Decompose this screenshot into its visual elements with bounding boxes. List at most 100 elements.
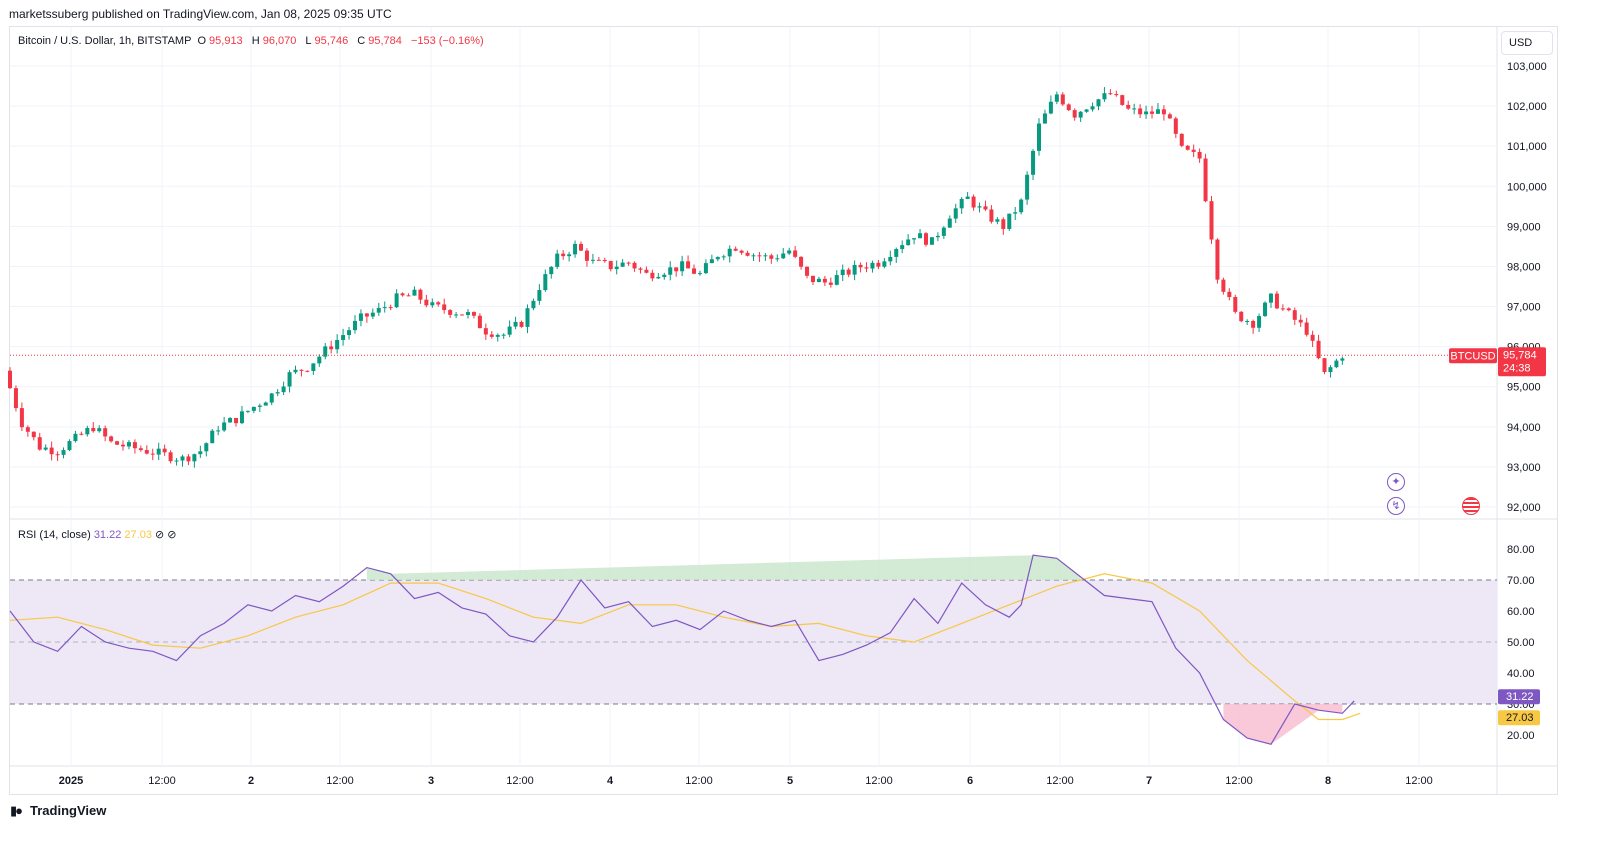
candle-body[interactable] (424, 299, 429, 306)
candle-body[interactable] (686, 261, 691, 269)
sparkle-icon[interactable]: ✦ (1387, 473, 1405, 491)
candle-body[interactable] (103, 428, 108, 437)
candle-body[interactable] (257, 405, 262, 407)
candle-body[interactable] (1286, 308, 1291, 311)
candle-body[interactable] (19, 408, 24, 428)
candle-body[interactable] (388, 307, 393, 309)
candle-body[interactable] (186, 456, 191, 462)
candle-body[interactable] (436, 302, 441, 305)
candle-body[interactable] (543, 274, 548, 291)
candle-body[interactable] (1251, 320, 1256, 328)
candle-body[interactable] (810, 275, 815, 283)
candle-body[interactable] (620, 262, 625, 267)
candle-body[interactable] (1138, 108, 1143, 115)
candle-body[interactable] (912, 238, 917, 240)
candle-body[interactable] (513, 321, 518, 327)
candle-body[interactable] (132, 442, 137, 449)
candle-body[interactable] (561, 253, 566, 257)
candle-body[interactable] (97, 428, 102, 432)
candle-body[interactable] (150, 453, 155, 455)
candle-body[interactable] (460, 314, 465, 316)
candle-body[interactable] (888, 256, 893, 262)
candle-body[interactable] (25, 427, 30, 432)
candle-body[interactable] (769, 255, 774, 259)
candle-body[interactable] (692, 268, 697, 274)
candle-body[interactable] (989, 209, 994, 222)
candle-body[interactable] (168, 452, 173, 462)
candle-body[interactable] (311, 363, 316, 372)
candle-body[interactable] (644, 269, 649, 273)
candle-body[interactable] (317, 356, 322, 364)
candle-body[interactable] (1096, 99, 1101, 107)
candle-body[interactable] (555, 253, 560, 267)
lightning-icon[interactable]: ↯ (1387, 497, 1405, 515)
eye-off-icon[interactable]: ⊘ (155, 529, 165, 541)
candle-body[interactable] (1292, 310, 1297, 320)
candle-body[interactable] (590, 259, 595, 261)
candle-body[interactable] (234, 418, 239, 424)
candle-body[interactable] (1037, 123, 1042, 151)
candle-body[interactable] (900, 245, 905, 250)
candle-body[interactable] (864, 267, 869, 269)
candle-body[interactable] (799, 256, 804, 267)
candle-body[interactable] (608, 261, 613, 270)
candle-body[interactable] (763, 255, 768, 257)
candle-body[interactable] (573, 243, 578, 255)
candle-body[interactable] (1090, 106, 1095, 110)
candle-body[interactable] (1173, 118, 1178, 134)
candle-body[interactable] (358, 313, 363, 321)
candle-body[interactable] (894, 249, 899, 257)
candle-body[interactable] (953, 208, 958, 219)
candle-body[interactable] (126, 442, 131, 447)
candle-body[interactable] (61, 450, 66, 455)
us-flag-icon[interactable] (1462, 497, 1480, 515)
candle-body[interactable] (1001, 219, 1006, 229)
candle-body[interactable] (858, 264, 863, 268)
candle-body[interactable] (483, 328, 488, 335)
candle-body[interactable] (876, 262, 881, 267)
candle-body[interactable] (299, 369, 304, 371)
candle-body[interactable] (733, 248, 738, 251)
candle-body[interactable] (192, 454, 197, 462)
candle-body[interactable] (281, 386, 286, 393)
candle-body[interactable] (376, 307, 381, 313)
candle-body[interactable] (1233, 297, 1238, 312)
candle-body[interactable] (287, 372, 292, 387)
candle-body[interactable] (816, 278, 821, 283)
candle-body[interactable] (1155, 109, 1160, 114)
candle-body[interactable] (715, 257, 720, 260)
candle-body[interactable] (697, 273, 702, 275)
candle-body[interactable] (174, 460, 179, 462)
candle-body[interactable] (216, 430, 221, 432)
candle-body[interactable] (31, 431, 36, 438)
candle-body[interactable] (79, 433, 84, 435)
candle-body[interactable] (1161, 109, 1166, 115)
candle-body[interactable] (1048, 101, 1053, 114)
candle-body[interactable] (1054, 94, 1059, 102)
candle-body[interactable] (1203, 158, 1208, 202)
candle-body[interactable] (1304, 322, 1309, 335)
candle-body[interactable] (745, 252, 750, 256)
candle-body[interactable] (1078, 111, 1083, 118)
candle-body[interactable] (85, 427, 90, 435)
candle-body[interactable] (269, 393, 274, 403)
candle-body[interactable] (1102, 93, 1107, 100)
candle-body[interactable] (674, 267, 679, 272)
candle-body[interactable] (454, 314, 459, 316)
candle-body[interactable] (67, 441, 72, 451)
candle-body[interactable] (1031, 150, 1036, 175)
candle-body[interactable] (347, 330, 352, 336)
candle-body[interactable] (341, 335, 346, 340)
candle-body[interactable] (228, 418, 233, 423)
candle-body[interactable] (138, 448, 143, 451)
candle-body[interactable] (668, 267, 673, 275)
candle-body[interactable] (465, 312, 470, 315)
candle-body[interactable] (430, 302, 435, 306)
candle-body[interactable] (400, 293, 405, 296)
candle-body[interactable] (537, 290, 542, 301)
candle-body[interactable] (1108, 93, 1113, 95)
candle-body[interactable] (614, 266, 619, 270)
candle-body[interactable] (793, 250, 798, 257)
candle-body[interactable] (1084, 109, 1089, 112)
